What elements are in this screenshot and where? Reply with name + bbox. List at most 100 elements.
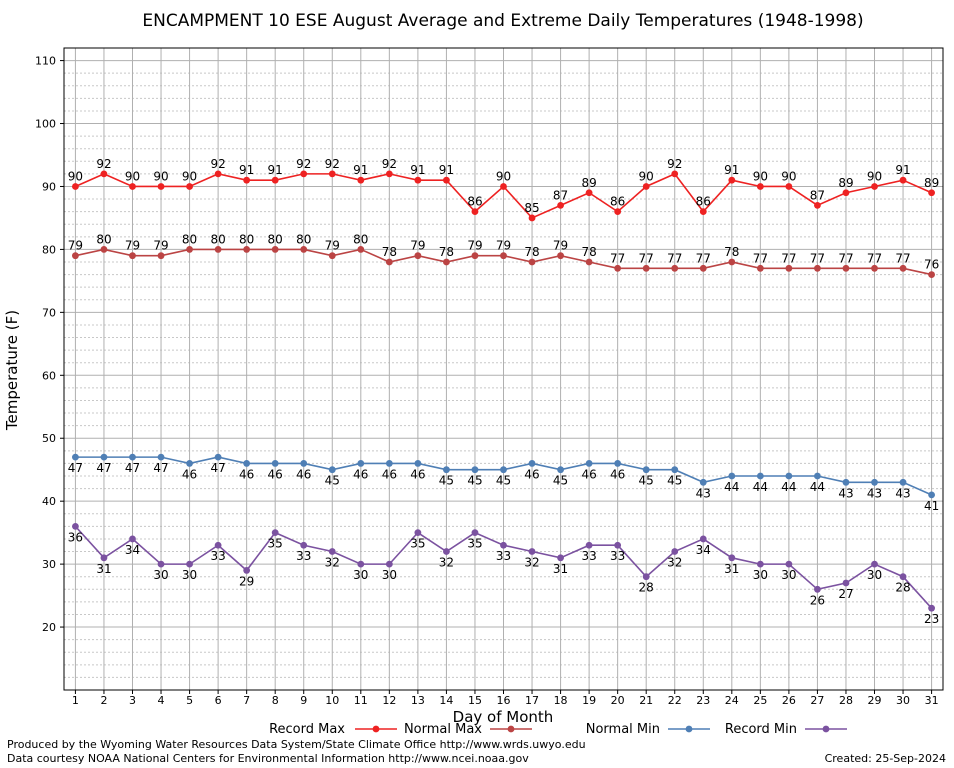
data-point bbox=[899, 264, 907, 272]
data-point bbox=[756, 560, 764, 568]
data-label: 85 bbox=[524, 201, 539, 215]
data-label: 90 bbox=[182, 169, 197, 183]
data-point bbox=[928, 271, 935, 278]
data-point bbox=[728, 258, 736, 266]
data-label: 30 bbox=[353, 568, 368, 582]
data-point bbox=[129, 535, 136, 543]
series-record-min: 36 31 34 30 30 33 29 35 33 32 30 30 35 32 35 33 32 31 33 33… bbox=[68, 522, 939, 626]
data-point bbox=[357, 246, 365, 253]
data-point bbox=[699, 478, 707, 486]
data-point bbox=[871, 478, 878, 486]
data-point bbox=[785, 560, 793, 568]
data-label: 77 bbox=[781, 251, 796, 265]
x-tick-label: 17 bbox=[525, 694, 539, 707]
x-tick-label: 8 bbox=[272, 694, 279, 707]
y-axis-label: Temperature (F) bbox=[3, 310, 21, 431]
data-point bbox=[814, 585, 821, 593]
data-point bbox=[500, 252, 507, 260]
data-point bbox=[443, 548, 450, 555]
data-point bbox=[271, 460, 279, 467]
data-label: 92 bbox=[96, 157, 111, 171]
y-tick-label: 80 bbox=[42, 243, 56, 256]
data-label: 92 bbox=[325, 157, 340, 171]
data-label: 30 bbox=[781, 568, 796, 582]
data-point bbox=[614, 208, 622, 216]
data-label: 91 bbox=[439, 163, 454, 177]
data-point bbox=[72, 522, 79, 530]
data-point bbox=[785, 472, 793, 480]
y-tick-label: 20 bbox=[42, 621, 56, 634]
x-tick-label: 31 bbox=[925, 694, 939, 707]
data-point bbox=[756, 264, 764, 272]
data-point bbox=[500, 541, 507, 549]
data-point bbox=[756, 472, 764, 480]
data-label: 90 bbox=[781, 169, 796, 183]
data-point bbox=[928, 491, 935, 499]
data-label: 90 bbox=[639, 169, 654, 183]
data-point bbox=[557, 466, 564, 474]
data-point bbox=[100, 453, 108, 461]
data-label: 34 bbox=[125, 543, 140, 557]
data-label: 27 bbox=[838, 587, 853, 601]
data-label: 33 bbox=[610, 549, 625, 563]
x-tick-label: 22 bbox=[668, 694, 682, 707]
data-label: 79 bbox=[553, 239, 568, 253]
x-tick-label: 10 bbox=[325, 694, 339, 707]
data-point bbox=[471, 252, 479, 260]
data-point bbox=[385, 460, 393, 467]
data-point bbox=[243, 567, 251, 574]
data-label: 77 bbox=[610, 251, 625, 265]
data-label: 45 bbox=[325, 474, 340, 488]
data-point bbox=[528, 548, 536, 555]
footer-data-courtesy: Data courtesy NOAA National Centers for … bbox=[7, 752, 529, 765]
data-label: 31 bbox=[553, 562, 568, 576]
chart-title: ENCAMPMENT 10 ESE August Average and Ext… bbox=[142, 11, 863, 31]
y-tick-label: 40 bbox=[42, 495, 56, 508]
data-label: 44 bbox=[753, 480, 768, 494]
data-label: 46 bbox=[296, 467, 311, 481]
data-label: 77 bbox=[867, 251, 882, 265]
data-label: 78 bbox=[581, 245, 596, 259]
data-label: 46 bbox=[410, 467, 425, 481]
y-tick-label: 110 bbox=[35, 55, 56, 68]
data-point bbox=[385, 170, 393, 178]
data-label: 47 bbox=[153, 461, 168, 475]
data-point bbox=[814, 264, 821, 272]
data-point bbox=[186, 560, 193, 568]
data-label: 86 bbox=[610, 195, 625, 209]
data-point bbox=[814, 472, 821, 480]
data-label: 43 bbox=[838, 486, 853, 500]
data-point bbox=[214, 246, 222, 253]
data-label: 46 bbox=[268, 467, 283, 481]
data-label: 46 bbox=[610, 467, 625, 481]
data-label: 30 bbox=[753, 568, 768, 582]
data-label: 90 bbox=[125, 169, 140, 183]
series-normal-max: 79 80 79 79 80 80 80 80 80 79 80 78 79 78 79 79 78 79 78 77… bbox=[68, 232, 939, 278]
data-point bbox=[471, 466, 479, 474]
data-label: 87 bbox=[810, 188, 825, 202]
data-label: 45 bbox=[496, 474, 511, 488]
data-point bbox=[129, 252, 136, 260]
data-label: 80 bbox=[239, 232, 254, 246]
data-point bbox=[871, 183, 878, 190]
y-tick-label: 70 bbox=[42, 306, 56, 319]
data-point bbox=[129, 453, 136, 461]
data-point bbox=[585, 541, 593, 549]
data-point bbox=[928, 604, 935, 612]
x-tick-label: 16 bbox=[497, 694, 511, 707]
x-tick-label: 25 bbox=[753, 694, 767, 707]
y-tick-label: 90 bbox=[42, 180, 56, 193]
data-point bbox=[214, 453, 222, 461]
data-point bbox=[671, 170, 679, 178]
data-label: 44 bbox=[810, 480, 825, 494]
series-record-max: 90 92 90 90 90 92 91 91 92 92 91 92 91 91 86 90 85 87 89 86… bbox=[68, 157, 939, 222]
data-point bbox=[271, 176, 279, 184]
data-point bbox=[899, 176, 907, 184]
data-point bbox=[728, 554, 736, 562]
data-point bbox=[871, 264, 878, 272]
y-tick-label: 30 bbox=[42, 558, 56, 571]
data-label: 76 bbox=[924, 258, 939, 272]
x-tick-label: 24 bbox=[725, 694, 739, 707]
data-point bbox=[300, 170, 308, 178]
data-point bbox=[756, 183, 764, 190]
